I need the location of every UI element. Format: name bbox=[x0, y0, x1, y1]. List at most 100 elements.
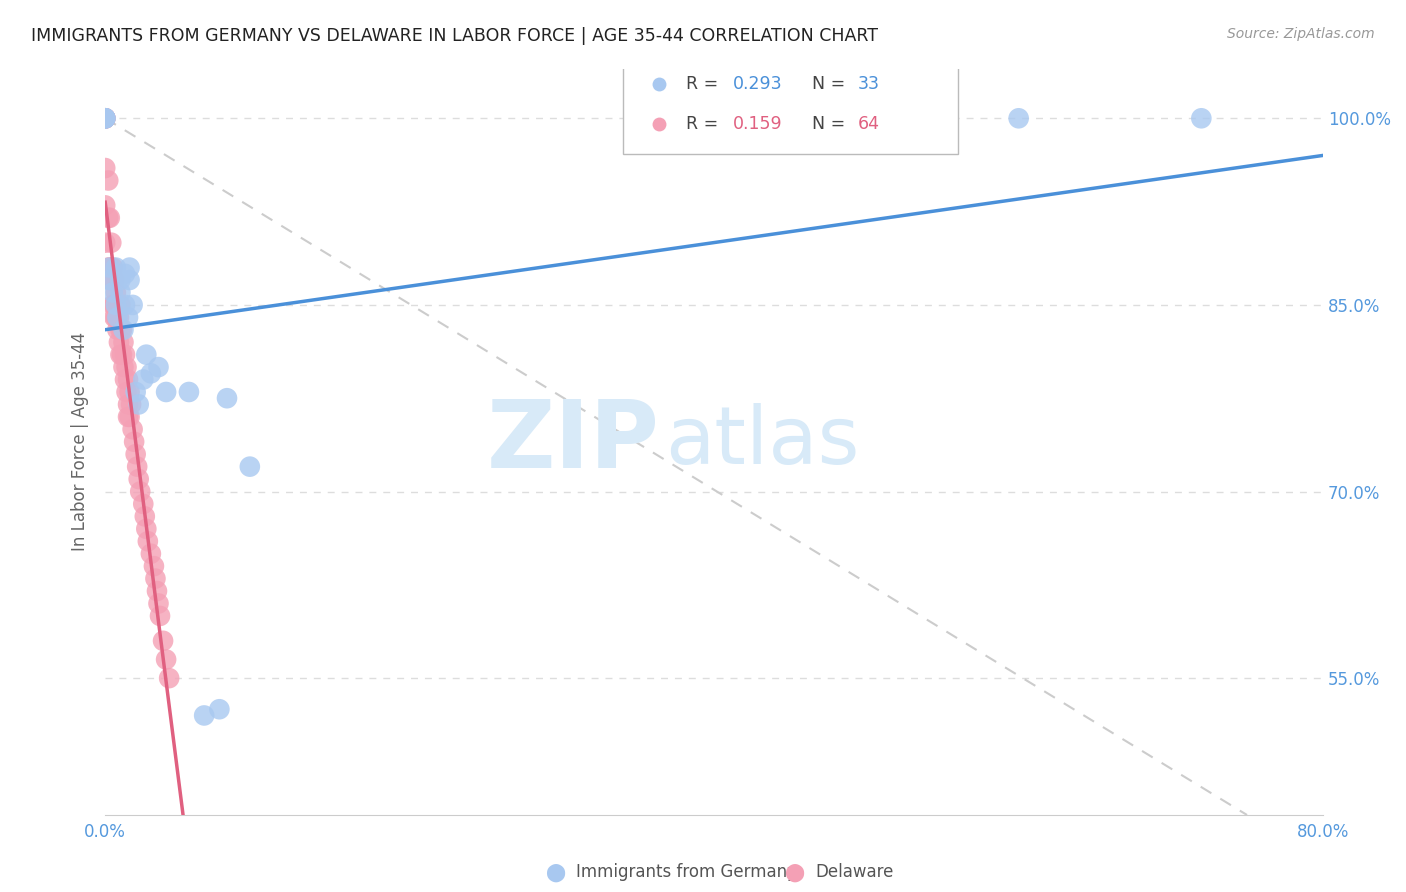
Point bbox=[100, 273, 122, 287]
Point bbox=[148, 360, 170, 375]
Point bbox=[105, 298, 128, 312]
Point bbox=[97, 260, 120, 275]
Text: ⬤: ⬤ bbox=[546, 863, 565, 881]
Text: Delaware: Delaware bbox=[815, 863, 894, 881]
Point bbox=[215, 391, 238, 405]
Point bbox=[117, 310, 139, 325]
Point bbox=[148, 597, 170, 611]
Point bbox=[124, 447, 146, 461]
Point bbox=[94, 161, 117, 175]
Point bbox=[94, 112, 117, 126]
Point bbox=[110, 348, 132, 362]
Point bbox=[97, 211, 120, 225]
Text: 64: 64 bbox=[858, 115, 880, 133]
Point bbox=[108, 310, 131, 325]
Point bbox=[110, 273, 132, 287]
Y-axis label: In Labor Force | Age 35-44: In Labor Force | Age 35-44 bbox=[72, 332, 89, 551]
Point bbox=[94, 112, 117, 126]
Point bbox=[139, 547, 162, 561]
Point bbox=[104, 310, 127, 325]
Point bbox=[108, 335, 131, 350]
Point bbox=[115, 360, 138, 375]
Point bbox=[193, 708, 215, 723]
Point bbox=[114, 348, 136, 362]
Point bbox=[155, 384, 177, 399]
Point bbox=[127, 459, 149, 474]
Point bbox=[94, 112, 117, 126]
Text: atlas: atlas bbox=[665, 403, 860, 481]
Point bbox=[128, 397, 150, 411]
Point bbox=[101, 285, 124, 300]
Text: Source: ZipAtlas.com: Source: ZipAtlas.com bbox=[1227, 27, 1375, 41]
Point bbox=[118, 409, 141, 424]
Point bbox=[124, 384, 146, 399]
Point bbox=[101, 273, 124, 287]
Point bbox=[110, 285, 132, 300]
Text: N =: N = bbox=[811, 115, 851, 133]
Point bbox=[134, 509, 156, 524]
Point bbox=[94, 112, 117, 126]
Point bbox=[120, 397, 142, 411]
Point bbox=[132, 373, 155, 387]
Point bbox=[136, 534, 159, 549]
Point bbox=[1189, 112, 1212, 126]
Text: 33: 33 bbox=[858, 75, 880, 94]
Point bbox=[110, 298, 132, 312]
Text: ⬤: ⬤ bbox=[785, 863, 804, 881]
Point bbox=[117, 373, 139, 387]
Text: ZIP: ZIP bbox=[486, 396, 659, 488]
Point bbox=[142, 559, 165, 574]
Point bbox=[128, 472, 150, 486]
Point bbox=[114, 267, 136, 281]
FancyBboxPatch shape bbox=[623, 54, 957, 154]
Point bbox=[177, 384, 200, 399]
Text: R =: R = bbox=[686, 75, 724, 94]
Point bbox=[118, 384, 141, 399]
Point bbox=[98, 273, 121, 287]
Point bbox=[103, 273, 125, 287]
Point bbox=[94, 112, 117, 126]
Point bbox=[132, 497, 155, 511]
Point bbox=[146, 584, 169, 599]
Point bbox=[104, 298, 127, 312]
Point bbox=[100, 235, 122, 250]
Point bbox=[111, 348, 134, 362]
Point bbox=[129, 484, 152, 499]
Point bbox=[121, 298, 143, 312]
Point bbox=[97, 173, 120, 187]
Point bbox=[94, 112, 117, 126]
Point bbox=[98, 211, 121, 225]
Point bbox=[94, 235, 117, 250]
Point bbox=[121, 422, 143, 436]
Point bbox=[122, 434, 145, 449]
Point bbox=[157, 671, 180, 685]
Point bbox=[94, 112, 117, 126]
Point bbox=[135, 348, 157, 362]
Point bbox=[105, 310, 128, 325]
Point bbox=[105, 323, 128, 337]
Point bbox=[103, 298, 125, 312]
Text: N =: N = bbox=[811, 75, 851, 94]
Point bbox=[239, 459, 262, 474]
Text: Immigrants from Germany: Immigrants from Germany bbox=[576, 863, 797, 881]
Point bbox=[115, 384, 138, 399]
Point bbox=[149, 609, 172, 624]
Point bbox=[101, 298, 124, 312]
Point bbox=[112, 335, 135, 350]
Text: R =: R = bbox=[686, 115, 724, 133]
Point bbox=[117, 409, 139, 424]
Point bbox=[94, 112, 117, 126]
Point bbox=[111, 323, 134, 337]
Point bbox=[110, 323, 132, 337]
Point bbox=[1008, 112, 1031, 126]
Point bbox=[114, 373, 136, 387]
Point bbox=[139, 367, 162, 381]
Point bbox=[94, 198, 117, 212]
Point bbox=[152, 633, 174, 648]
Point bbox=[112, 360, 135, 375]
Point bbox=[135, 522, 157, 536]
Point bbox=[155, 652, 177, 666]
Point bbox=[104, 285, 127, 300]
Point bbox=[98, 260, 121, 275]
Point bbox=[117, 397, 139, 411]
